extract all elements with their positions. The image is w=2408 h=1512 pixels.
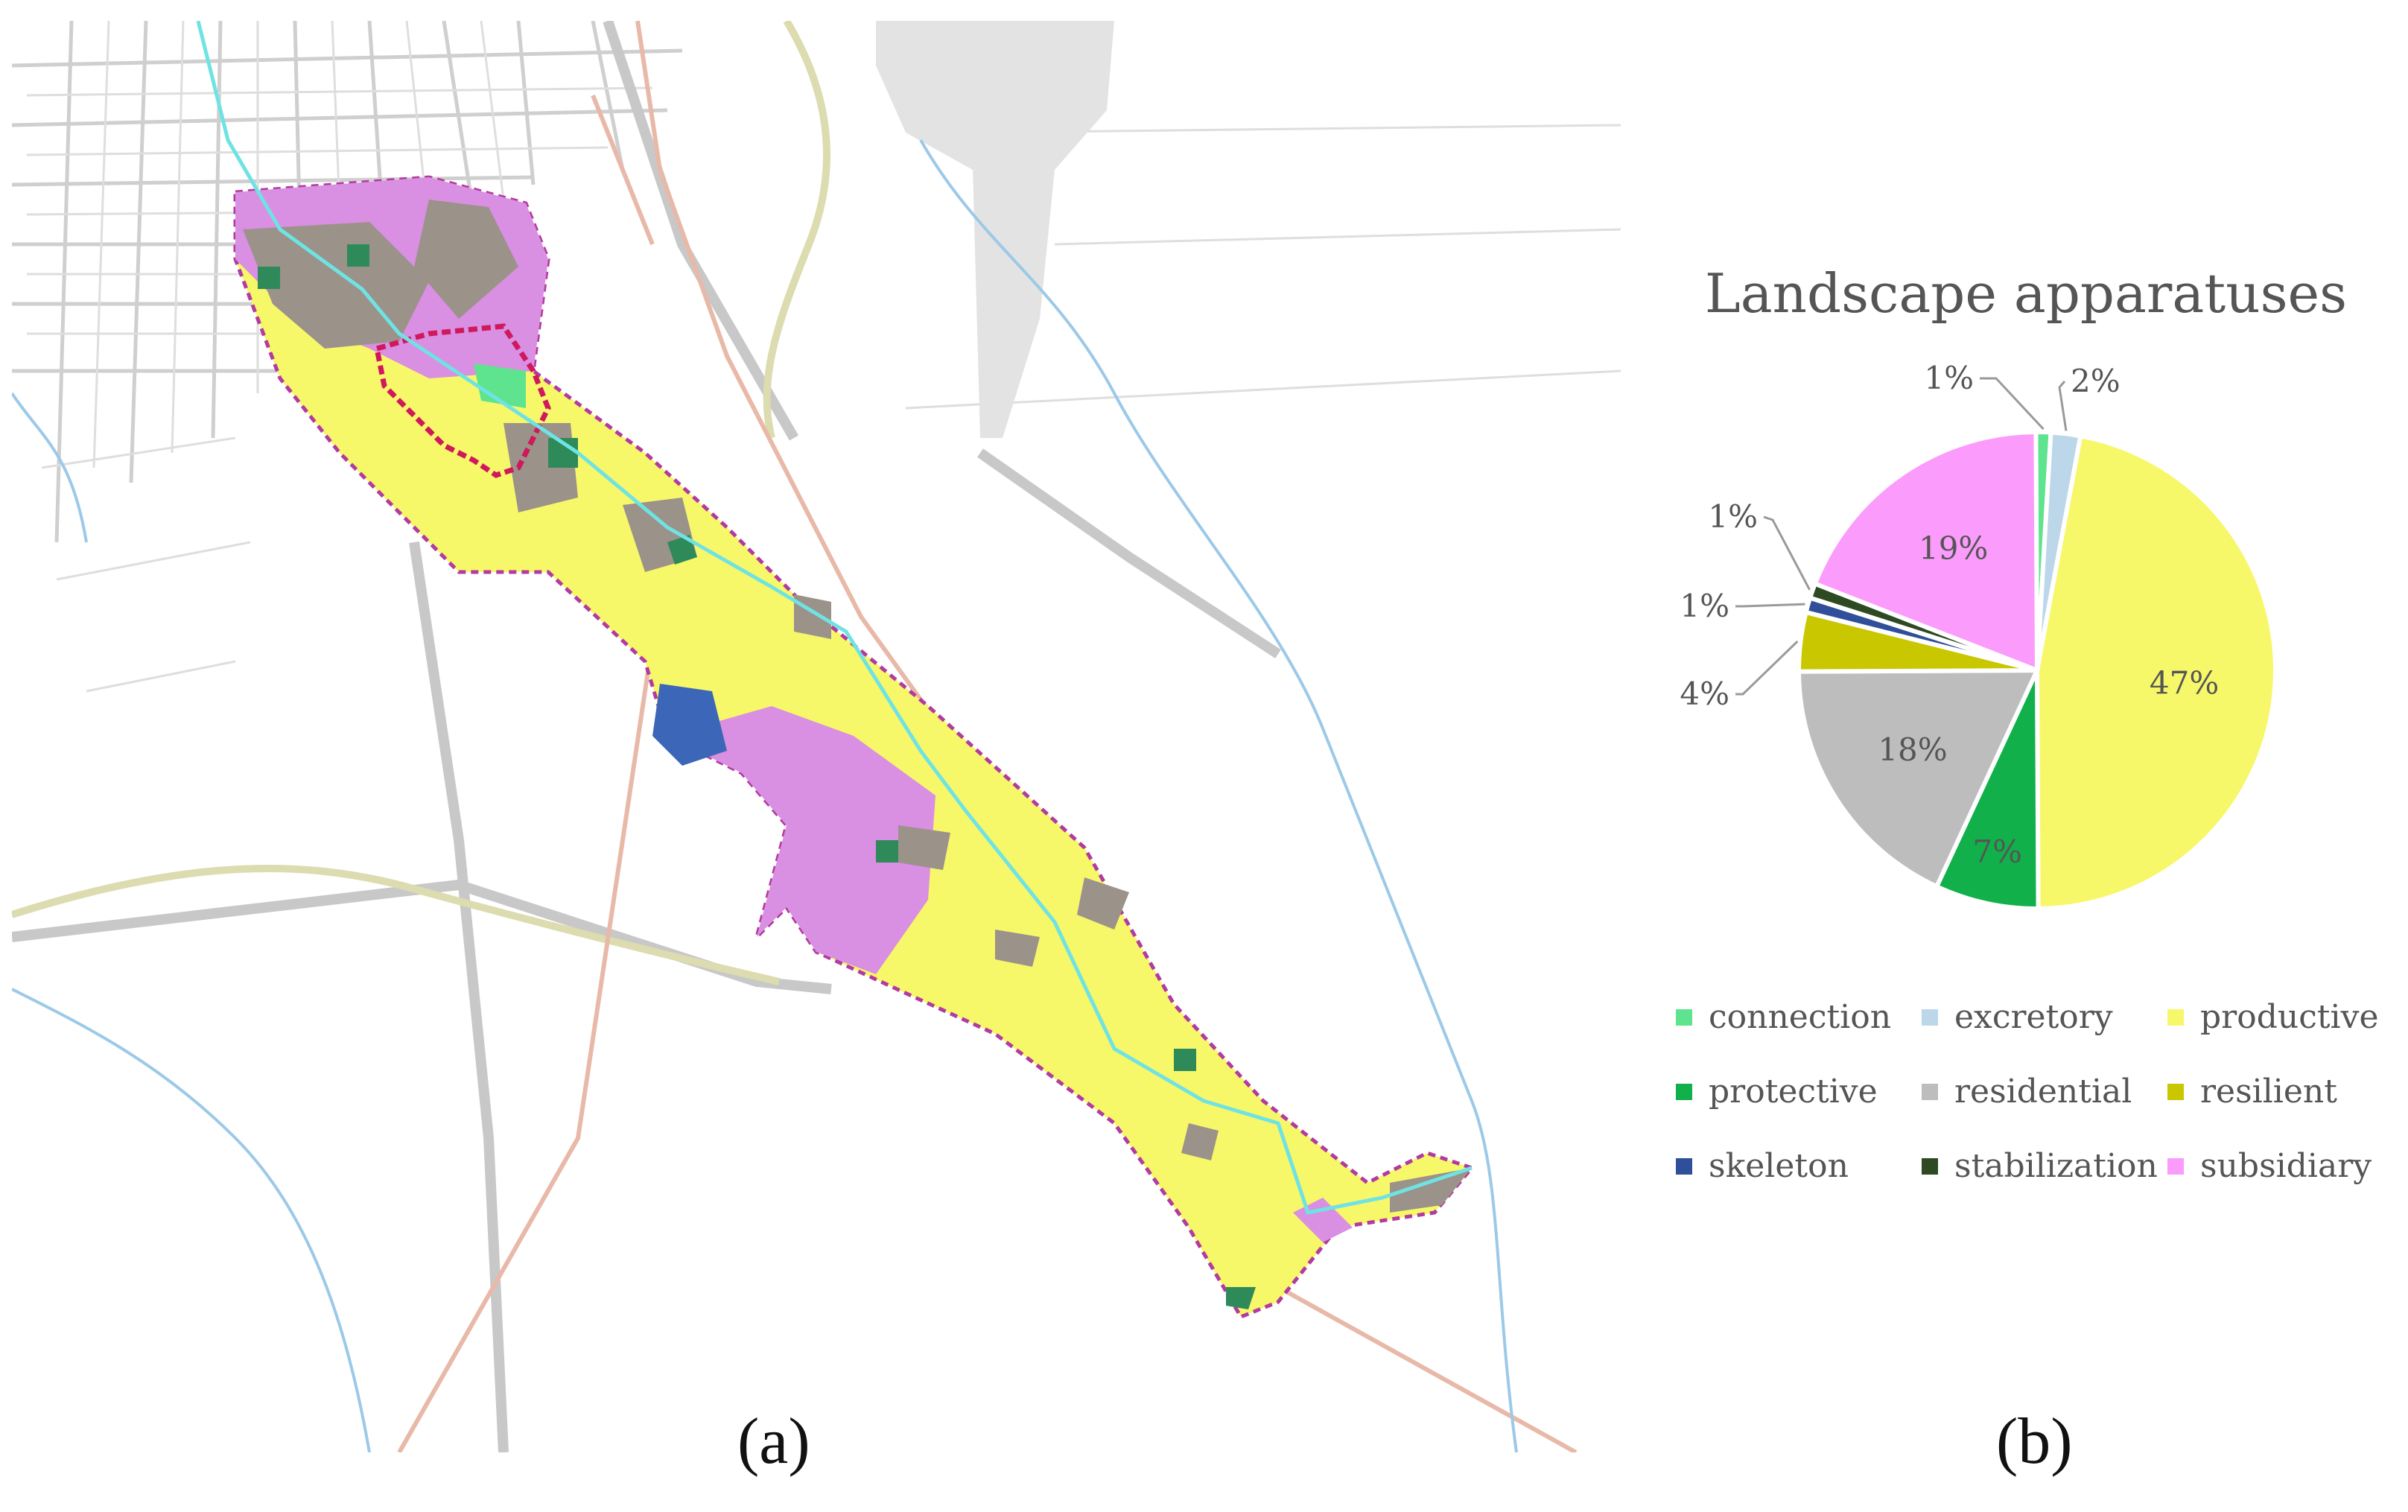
legend-swatch-protective bbox=[1676, 1083, 1692, 1100]
pie-label-protective: 7% bbox=[1972, 833, 2022, 870]
pie-label-excretory: 2% bbox=[2071, 363, 2120, 399]
pie-leader-lines bbox=[1735, 377, 2068, 696]
legend-label-subsidiary: subsidiary bbox=[2200, 1147, 2372, 1185]
pie-label-stabilization: 1% bbox=[1708, 498, 1758, 535]
legend-item-protective: protective bbox=[1676, 1073, 1878, 1111]
legend-swatch-subsidiary bbox=[2167, 1157, 2184, 1175]
legend-swatch-resilient bbox=[2167, 1083, 2184, 1100]
legend-swatch-skeleton bbox=[1676, 1157, 1692, 1175]
legend-item-residential: residential bbox=[1922, 1073, 2132, 1111]
chart-title: Landscape apparatuses bbox=[1704, 262, 2348, 325]
legend-item-stabilization: stabilization bbox=[1922, 1147, 2158, 1185]
legend-label-residential: residential bbox=[1954, 1073, 2132, 1111]
legend-label-stabilization: stabilization bbox=[1954, 1147, 2158, 1185]
pie-chart: 1% 2% 47% 7% 18% 4% 1% 1% 19% bbox=[1680, 360, 2278, 912]
legend-item-skeleton: skeleton bbox=[1676, 1147, 1849, 1185]
legend-label-excretory: excretory bbox=[1954, 998, 2113, 1036]
legend-label-connection: connection bbox=[1709, 998, 1892, 1036]
legend-swatch-connection bbox=[1676, 1008, 1692, 1026]
legend-item-connection: connection bbox=[1676, 998, 1891, 1036]
pie-slice-subsidiary bbox=[1811, 429, 2040, 674]
pie-slices bbox=[1796, 429, 2278, 912]
pie-label-productive: 47% bbox=[2150, 665, 2219, 702]
legend-swatch-residential bbox=[1922, 1083, 1938, 1100]
pie-label-resilient: 4% bbox=[1680, 676, 1729, 712]
pie-label-residential: 18% bbox=[1878, 731, 1947, 768]
pie-slice-protective bbox=[1934, 669, 2041, 911]
pie-leader-excretory bbox=[2058, 381, 2068, 431]
pie-leader-skeleton bbox=[1735, 603, 1805, 608]
legend-label-skeleton: skeleton bbox=[1709, 1147, 1849, 1185]
legend-item-productive: productive bbox=[2167, 998, 2379, 1036]
legend-item-excretory: excretory bbox=[1922, 998, 2113, 1036]
legend-swatch-stabilization bbox=[1922, 1157, 1938, 1175]
legend-item-subsidiary: subsidiary bbox=[2167, 1147, 2372, 1185]
pie-data-labels: 1% 2% 47% 7% 18% 4% 1% 1% 19% bbox=[1680, 360, 2219, 870]
pie-leader-stabilization bbox=[1763, 515, 1811, 591]
legend-label-resilient: resilient bbox=[2200, 1073, 2337, 1111]
legend-label-productive: productive bbox=[2200, 998, 2379, 1036]
pie-leader-resilient bbox=[1735, 640, 1799, 696]
pie-label-skeleton: 1% bbox=[1680, 588, 1729, 624]
panel-label-b: (b) bbox=[1996, 1405, 2073, 1478]
pie-label-subsidiary: 19% bbox=[1919, 530, 1988, 566]
map-panel bbox=[12, 21, 1621, 1452]
pie-slice-productive bbox=[2034, 433, 2278, 912]
pie-label-connection: 1% bbox=[1924, 360, 1974, 396]
legend-swatch-productive bbox=[2167, 1008, 2184, 1026]
pie-slice-residential bbox=[1796, 667, 2041, 890]
pie-leader-connection bbox=[1980, 377, 2045, 431]
legend-label-protective: protective bbox=[1709, 1073, 1878, 1111]
legend-swatch-excretory bbox=[1922, 1008, 1938, 1026]
legend-item-resilient: resilient bbox=[2167, 1073, 2337, 1111]
map-image bbox=[12, 21, 1621, 1452]
panel-label-a: (a) bbox=[737, 1405, 810, 1478]
